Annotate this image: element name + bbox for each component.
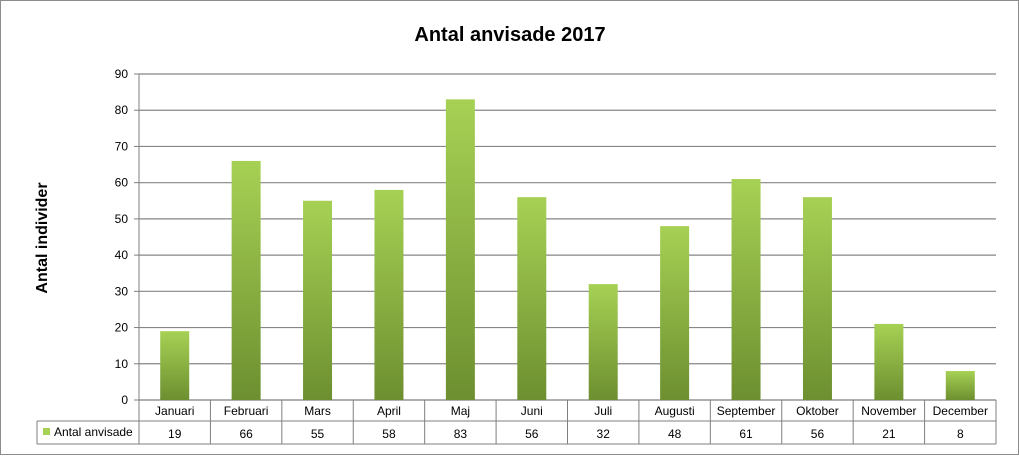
data-table-value: 83: [454, 427, 468, 441]
bar: [588, 284, 618, 400]
bar: [660, 226, 690, 400]
data-table-value: 56: [525, 427, 539, 441]
category-label: Juli: [594, 404, 612, 418]
data-table-value: 66: [239, 427, 253, 441]
y-tick-label: 10: [115, 357, 129, 371]
y-tick-label: 30: [115, 284, 129, 298]
category-label: April: [377, 404, 401, 418]
data-table-value: 56: [811, 427, 825, 441]
y-tick-label: 90: [115, 67, 129, 81]
legend-swatch: [43, 428, 50, 435]
data-table-value: 48: [668, 427, 682, 441]
category-label: November: [861, 404, 916, 418]
y-tick-label: 40: [115, 248, 129, 262]
data-table-value: 19: [168, 427, 182, 441]
bars: [160, 99, 975, 400]
bar: [445, 99, 475, 400]
y-tick-label: 70: [115, 139, 129, 153]
bar: [303, 200, 333, 400]
data-table: Antal anvisade Januari 19 Februari 66 Mars 55 A…: [36, 400, 997, 445]
legend-series-name: Antal anvisade: [54, 425, 133, 439]
bar: [874, 323, 904, 400]
data-table-value: 61: [739, 427, 753, 441]
y-tick-label: 60: [115, 176, 129, 190]
category-label: September: [717, 404, 776, 418]
y-axis-label: Antal individer: [34, 182, 51, 293]
data-table-value: 32: [597, 427, 611, 441]
category-label: Mars: [304, 404, 331, 418]
y-tick-label: 50: [115, 212, 129, 226]
y-tick-label: 20: [115, 321, 129, 335]
bar: [731, 179, 761, 400]
category-label: Februari: [224, 404, 269, 418]
bar: [945, 371, 975, 400]
bar: [374, 189, 404, 400]
category-label: Oktober: [796, 404, 839, 418]
category-label: December: [933, 404, 988, 418]
bar: [517, 197, 547, 400]
data-table-value: 8: [957, 427, 964, 441]
data-table-value: 21: [882, 427, 896, 441]
bar: [802, 197, 832, 400]
data-table-value: 58: [382, 427, 396, 441]
y-tick-label: 0: [121, 393, 128, 407]
bar: [231, 160, 261, 400]
bar: [160, 331, 190, 400]
category-label: Juni: [521, 404, 543, 418]
gridlines: [134, 73, 996, 401]
data-table-value: 55: [311, 427, 325, 441]
category-label: Januari: [155, 404, 194, 418]
chart-title: Antal anvisade 2017: [414, 24, 605, 46]
category-label: Maj: [451, 404, 470, 418]
category-label: Augusti: [655, 404, 695, 418]
y-tick-label: 80: [115, 103, 129, 117]
y-tick-labels: 0 10 20 30 40 50 60 70 80 90: [115, 67, 129, 407]
